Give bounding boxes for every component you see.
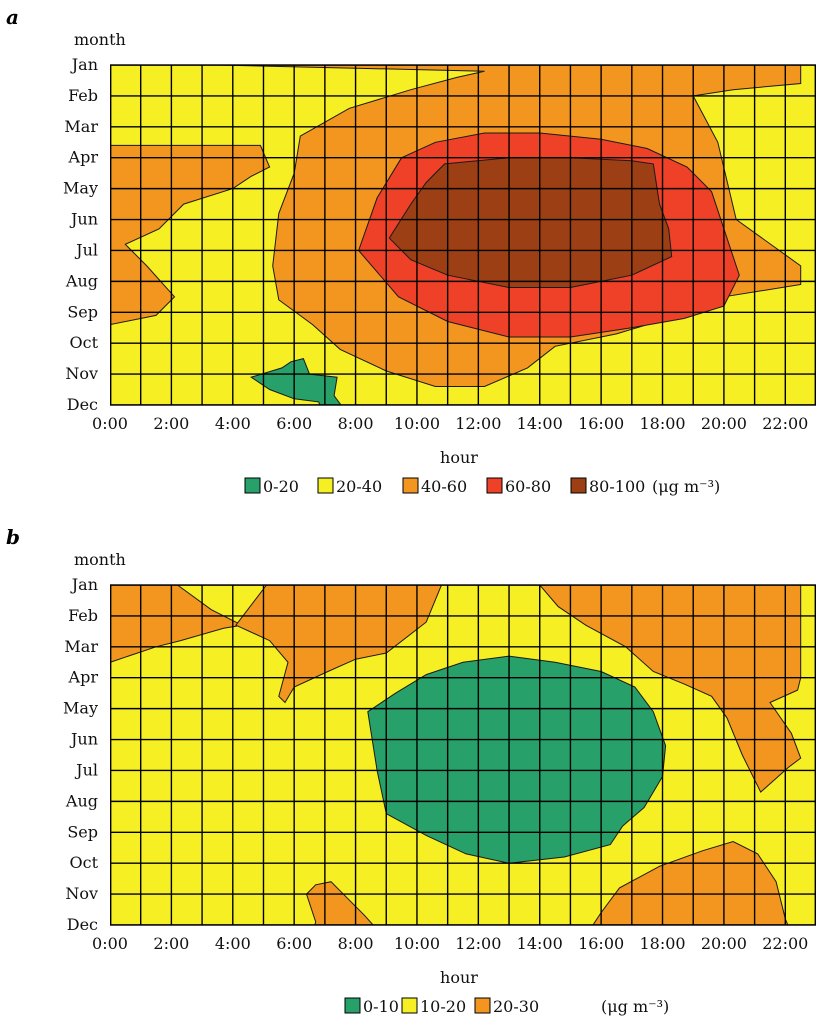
legend-swatch (344, 997, 361, 1014)
legend: 0-20 20-40 40-60 60-80 80-100 (μg m⁻³) (244, 477, 720, 496)
x-tick-label: 6:00 (276, 934, 312, 953)
y-tick-label: Jun (69, 730, 98, 749)
y-tick-label: Jun (69, 210, 98, 229)
y-tick-label: Sep (67, 302, 98, 321)
x-tick-label: 22:00 (762, 934, 808, 953)
contour-region-20-30 (305, 881, 374, 925)
y-tick-label: Apr (68, 148, 99, 167)
y-tick-label: Jan (70, 575, 98, 594)
legend-unit: (μg m⁻³) (652, 477, 720, 496)
y-axis-title: month (74, 30, 126, 49)
legend-swatch (474, 997, 491, 1014)
legend-swatch (401, 997, 418, 1014)
panel-a: a month Jan Feb Mar Apr May Jun Jul Aug Sep Oct Nov D… (6, 5, 816, 496)
x-tick-label: 6:00 (276, 414, 312, 433)
y-tick-label: Mar (64, 117, 98, 136)
x-tick-label: 18:00 (639, 934, 685, 953)
x-tick-label: 0:00 (92, 414, 128, 433)
contour-region-20-30 (539, 585, 802, 793)
x-tick-label: 8:00 (338, 414, 374, 433)
x-tick-label: 20:00 (701, 934, 747, 953)
plot-frame (109, 64, 816, 406)
plot-area (110, 585, 816, 925)
contour-region-80-100 (388, 157, 673, 288)
y-axis-title: month (74, 550, 126, 569)
legend-swatch (486, 477, 503, 494)
legend-label: 20-40 (336, 477, 382, 496)
x-tick-label: 0:00 (92, 934, 128, 953)
legend-swatch (402, 477, 419, 494)
contour-region-0-20 (250, 358, 342, 405)
y-tick-label: Oct (69, 333, 98, 352)
x-tick-label: 14:00 (517, 414, 563, 433)
legend-swatch (570, 477, 587, 494)
contour-region-20-30 (592, 840, 789, 925)
panel-b: b month Jan Feb Mar Apr May Jun Jul Aug Sep Oct Nov D… (6, 525, 816, 1016)
x-tick-label: 10:00 (394, 934, 440, 953)
y-tick-label: Jul (74, 760, 98, 779)
y-tick-label: Nov (65, 884, 98, 903)
legend-swatch (244, 477, 261, 494)
panel-letter: b (6, 525, 20, 549)
y-tick-label: May (63, 179, 98, 198)
legend: 0-10 10-20 20-30 (μg m⁻³) (344, 997, 669, 1016)
y-tick-label: May (63, 699, 98, 718)
y-tick-label: Feb (68, 606, 98, 625)
x-tick-label: 10:00 (394, 414, 440, 433)
x-tick-label: 2:00 (153, 414, 189, 433)
legend-label: 40-60 (421, 477, 467, 496)
y-tick-label: Dec (67, 395, 98, 414)
x-tick-label: 2:00 (153, 934, 189, 953)
legend-label: 60-80 (505, 477, 551, 496)
contour-region-20-30 (110, 585, 244, 663)
y-tick-label: Sep (67, 822, 98, 841)
x-tick-label: 12:00 (455, 934, 501, 953)
y-tick-label: Jul (74, 240, 98, 259)
legend-label: 10-20 (420, 997, 466, 1016)
legend-label: 20-30 (493, 997, 539, 1016)
legend-swatch (317, 477, 334, 494)
legend-label: 0-10 (363, 997, 399, 1016)
x-tick-label: 4:00 (215, 414, 251, 433)
y-tick-label: Aug (65, 791, 98, 810)
y-tick-label: Feb (68, 86, 98, 105)
x-tick-label: 16:00 (578, 934, 624, 953)
x-axis-title: hour (440, 968, 478, 987)
x-tick-label: 14:00 (517, 934, 563, 953)
x-tick-label: 18:00 (639, 414, 685, 433)
x-tick-label: 16:00 (578, 414, 624, 433)
y-tick-label: Nov (65, 364, 98, 383)
y-tick-label: Mar (64, 637, 98, 656)
legend-label: 80-100 (589, 477, 645, 496)
panel-letter: a (6, 5, 19, 29)
contour-region-40-60 (110, 144, 271, 326)
y-tick-label: Dec (67, 915, 98, 934)
x-tick-label: 4:00 (215, 934, 251, 953)
y-tick-label: Apr (68, 668, 99, 687)
x-axis-title: hour (440, 448, 478, 467)
y-tick-label: Aug (65, 271, 98, 290)
y-tick-label: Oct (69, 853, 98, 872)
y-tick-label: Jan (70, 55, 98, 74)
x-tick-label: 12:00 (455, 414, 501, 433)
legend-unit: (μg m⁻³) (601, 997, 669, 1016)
x-tick-label: 22:00 (762, 414, 808, 433)
plot-frame (109, 584, 816, 926)
x-tick-label: 20:00 (701, 414, 747, 433)
x-tick-label: 8:00 (338, 934, 374, 953)
legend-label: 0-20 (263, 477, 299, 496)
plot-area (110, 65, 816, 405)
